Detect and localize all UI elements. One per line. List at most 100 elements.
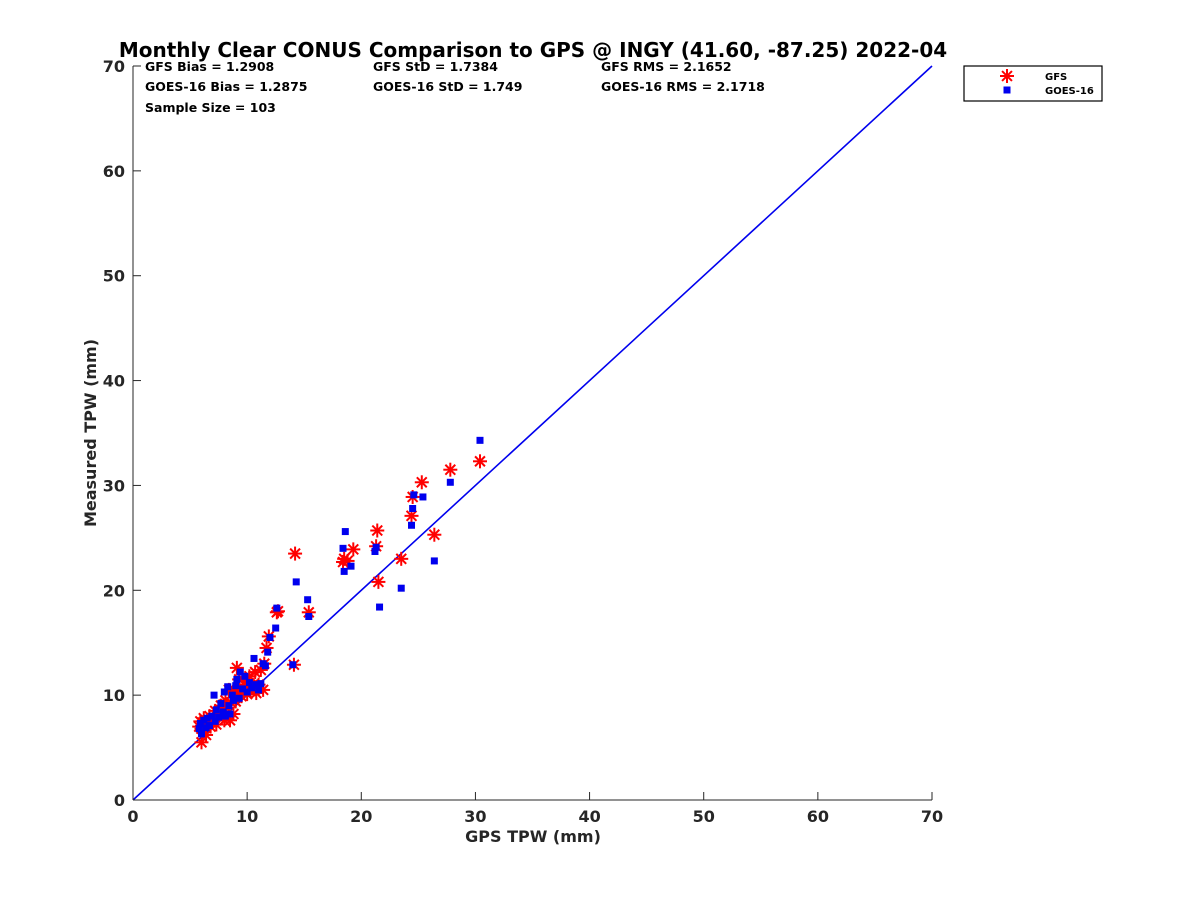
goes16-point — [371, 547, 379, 555]
data-points — [192, 436, 487, 750]
x-tick-label: 50 — [693, 807, 715, 826]
y-tick-label: 60 — [103, 162, 125, 181]
gfs-point-stroke — [231, 662, 243, 674]
goes16-point — [211, 717, 219, 725]
goes16-point — [409, 504, 417, 512]
y-tick-label: 50 — [103, 267, 125, 286]
goes16-point — [210, 691, 218, 699]
y-tick-label: 10 — [103, 686, 125, 705]
gfs-point — [346, 542, 361, 557]
goes16-point — [239, 685, 247, 693]
gfs-point-stroke — [372, 576, 385, 588]
gfs-point-stroke — [416, 476, 428, 488]
x-tick-label: 0 — [127, 807, 138, 826]
goes16-point — [305, 613, 313, 620]
goes16-point — [341, 528, 349, 536]
goes16-point — [212, 706, 220, 714]
goes16-point — [248, 684, 256, 692]
goes16-point — [430, 557, 438, 565]
gfs-point-stroke — [371, 524, 383, 537]
y-tick-label: 40 — [103, 372, 125, 391]
goes16-point — [272, 624, 280, 632]
gfs-point-stroke — [200, 729, 212, 741]
y-tick-label: 70 — [103, 57, 125, 76]
goes16-point — [339, 544, 347, 552]
gfs-point-stroke — [444, 464, 456, 476]
gfs-point-stroke — [195, 736, 208, 748]
gfs-point — [194, 735, 209, 750]
chart-title: Monthly Clear CONUS Comparison to GPS @ … — [119, 38, 947, 62]
goes16-point — [225, 702, 233, 710]
goes16-point — [252, 681, 260, 689]
reference-line-group — [132, 65, 933, 801]
goes16-point — [219, 708, 227, 716]
goes16-point — [235, 694, 243, 702]
y-axis-label: Measured TPW (mm) — [81, 339, 100, 527]
goes16-point — [197, 730, 205, 738]
legend: GFS GOES-16 — [963, 65, 1103, 102]
goes16-point — [224, 683, 232, 691]
goes16-point — [266, 633, 274, 641]
goes16-point — [1003, 86, 1011, 94]
goes16-point — [221, 712, 229, 720]
goes16-point — [245, 679, 253, 687]
y-tick-label: 0 — [114, 791, 125, 810]
goes16-point — [292, 578, 300, 586]
legend-box — [963, 65, 1103, 102]
stat-text: GFS RMS = 2.1652 — [601, 59, 732, 74]
goes16-point — [273, 604, 281, 612]
statistics-panel: GFS Bias = 1.2908 GFS StD = 1.7384 GFS RMS… — [145, 59, 765, 115]
gfs-point-stroke — [260, 642, 273, 654]
x-axis-label: GPS TPW (mm) — [465, 827, 601, 846]
gfs-point-stroke — [1001, 70, 1013, 82]
goes16-point — [410, 491, 418, 499]
goes16-point — [228, 691, 236, 699]
goes16-point — [264, 648, 272, 656]
goes16-point — [376, 603, 384, 611]
x-tick-label: 70 — [921, 807, 943, 826]
goes16-point — [241, 672, 249, 680]
goes16-point — [205, 722, 213, 730]
gfs-point-stroke — [341, 555, 354, 567]
goes16-point — [232, 682, 240, 690]
goes16-point — [208, 712, 216, 720]
series-goes-16 — [195, 436, 484, 738]
goes16-point — [255, 686, 263, 694]
gfs-point — [370, 523, 385, 538]
x-tick-label: 40 — [578, 807, 600, 826]
gfs-point-stroke — [347, 543, 359, 556]
goes16-point — [226, 710, 234, 718]
gfs-point — [371, 574, 386, 589]
goes16-point — [304, 596, 312, 604]
legend-label: GFS — [1045, 72, 1067, 83]
stat-text: GOES-16 Bias = 1.2875 — [145, 79, 307, 94]
goes16-point — [340, 567, 348, 575]
gfs-point-stroke — [428, 529, 440, 541]
goes16-point — [215, 713, 223, 721]
stat-text: GOES-16 StD = 1.749 — [373, 79, 522, 94]
gfs-point — [394, 551, 409, 566]
goes16-point — [397, 584, 405, 592]
y-tick-label: 20 — [103, 581, 125, 600]
gfs-point-stroke — [405, 510, 418, 522]
goes16-point — [243, 688, 251, 696]
goes16-point — [195, 725, 203, 733]
goes16-point — [203, 714, 211, 722]
stat-text: GFS StD = 1.7384 — [373, 59, 498, 74]
goes16-point — [476, 436, 484, 444]
x-tick-label: 30 — [464, 807, 486, 826]
stat-text: Sample Size = 103 — [145, 100, 276, 115]
goes16-point — [261, 662, 269, 670]
x-tick-label: 20 — [350, 807, 372, 826]
x-tick-label: 10 — [236, 807, 258, 826]
x-tick-label: 60 — [807, 807, 829, 826]
gfs-point-stroke — [395, 553, 407, 565]
gfs-point — [472, 454, 487, 469]
gfs-point — [1000, 69, 1014, 83]
stat-text: GFS Bias = 1.2908 — [145, 59, 274, 74]
goes16-point — [419, 493, 427, 501]
goes16-point — [347, 562, 355, 570]
goes16-point — [233, 675, 241, 683]
gfs-point-stroke — [474, 455, 486, 467]
